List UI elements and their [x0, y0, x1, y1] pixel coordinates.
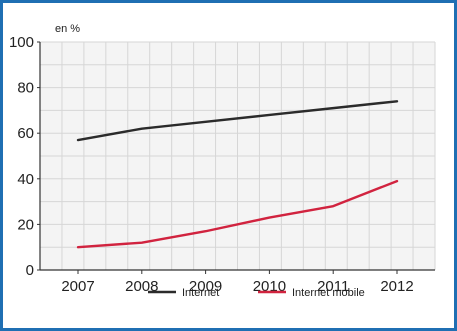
axes: [39, 42, 435, 271]
y-axis-unit-label: en %: [55, 23, 80, 35]
y-tick-label: 0: [26, 262, 34, 279]
series-lines: [76, 100, 399, 249]
x-tick-labels: 2007 2008 2009 2010 2011 2012: [61, 270, 414, 295]
series-line-internet: [76, 100, 399, 142]
x-tick-label: 2009: [189, 278, 222, 295]
y-tick-label: 100: [9, 34, 34, 51]
series-line-internet-mobile: [76, 179, 399, 249]
y-tick-label: 40: [17, 171, 34, 188]
grid: [40, 41, 436, 270]
x-tick-label: 2011: [317, 278, 349, 295]
y-tick-label: 80: [17, 80, 34, 97]
y-tick-label: 60: [17, 125, 34, 142]
x-tick-label: 2010: [253, 278, 286, 295]
x-tick-label: 2012: [380, 278, 413, 295]
legend-label: Internet: [182, 287, 219, 299]
x-tick-label: 2008: [125, 278, 158, 295]
y-tick-label: 20: [17, 216, 34, 233]
legend-label: Internet mobile: [292, 287, 365, 299]
x-tick-label: 2007: [61, 278, 94, 295]
y-tick-labels: 0 20 40 60 80 100: [9, 34, 40, 279]
legend: Internet Internet mobile: [148, 287, 365, 299]
